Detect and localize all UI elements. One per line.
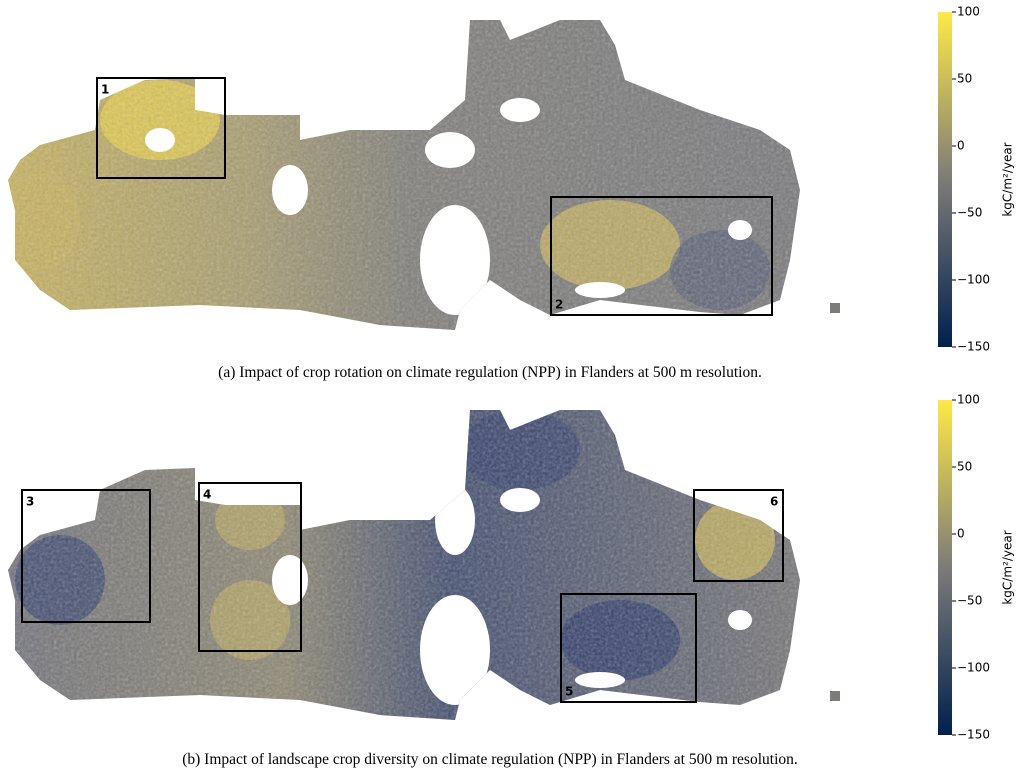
region-box <box>550 196 773 316</box>
pixel <box>830 691 840 701</box>
tick-label: −50 <box>957 594 982 608</box>
caption: (b) Impact of landscape crop diversity o… <box>182 751 798 768</box>
region-label: 5 <box>565 685 573 699</box>
region-label: 3 <box>26 495 34 509</box>
tick-label: 50 <box>957 72 972 86</box>
tick-label: 50 <box>957 460 972 474</box>
pixel <box>830 303 840 313</box>
tick-label: 100 <box>957 5 980 19</box>
map-a <box>8 20 800 330</box>
tick-label: −150 <box>957 728 990 742</box>
region-box <box>198 482 302 652</box>
tick-label: −50 <box>957 206 982 220</box>
tick-label: 0 <box>957 527 965 541</box>
region-label: 4 <box>203 488 211 502</box>
tick-label: 0 <box>957 139 965 153</box>
region-label: 6 <box>770 495 778 509</box>
colorbar-label: kgC/m²/year <box>1001 142 1015 216</box>
caption: (a) Impact of crop rotation on climate r… <box>218 364 762 381</box>
region-box <box>96 77 226 179</box>
tick-label: −100 <box>957 273 990 287</box>
region-box <box>560 593 697 703</box>
region-label: 1 <box>101 83 109 97</box>
region-box <box>693 489 784 582</box>
tick-label: −150 <box>957 340 990 354</box>
region-box <box>21 489 151 623</box>
region-label: 2 <box>555 298 563 312</box>
map-b <box>8 410 840 720</box>
colorbar <box>938 12 952 347</box>
tick-label: −100 <box>957 661 990 675</box>
colorbar <box>938 400 952 735</box>
tick-label: 100 <box>957 393 980 407</box>
colorbar-label: kgC/m²/year <box>1001 530 1015 604</box>
